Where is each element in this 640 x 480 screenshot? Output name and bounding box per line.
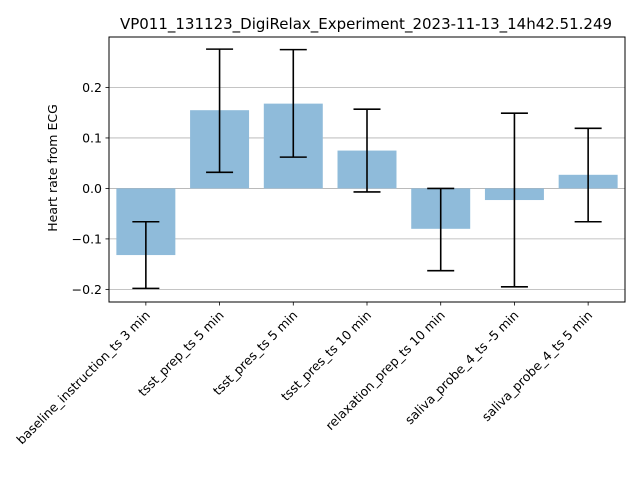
x-axis: baseline_instruction_ts 3 mintsst_prep_t…	[13, 302, 595, 447]
x-tick-label: relaxation_prep_ts 10 min	[322, 308, 447, 433]
y-tick-label: −0.1	[72, 231, 102, 246]
y-tick-label: 0.0	[82, 181, 102, 196]
y-tick-label: −0.2	[72, 282, 102, 297]
y-axis-label: Heart rate from ECG	[45, 104, 60, 232]
x-tick-label: baseline_instruction_ts 3 min	[13, 308, 153, 448]
error-bars	[132, 48, 602, 290]
chart-title: VP011_131123_DigiRelax_Experiment_2023-1…	[120, 15, 612, 34]
y-axis: −0.2 −0.1 0.0 0.1 0.2	[72, 80, 109, 297]
y-tick-label: 0.2	[82, 80, 102, 95]
plot-frame	[108, 36, 626, 303]
y-tick-label: 0.1	[82, 130, 102, 145]
